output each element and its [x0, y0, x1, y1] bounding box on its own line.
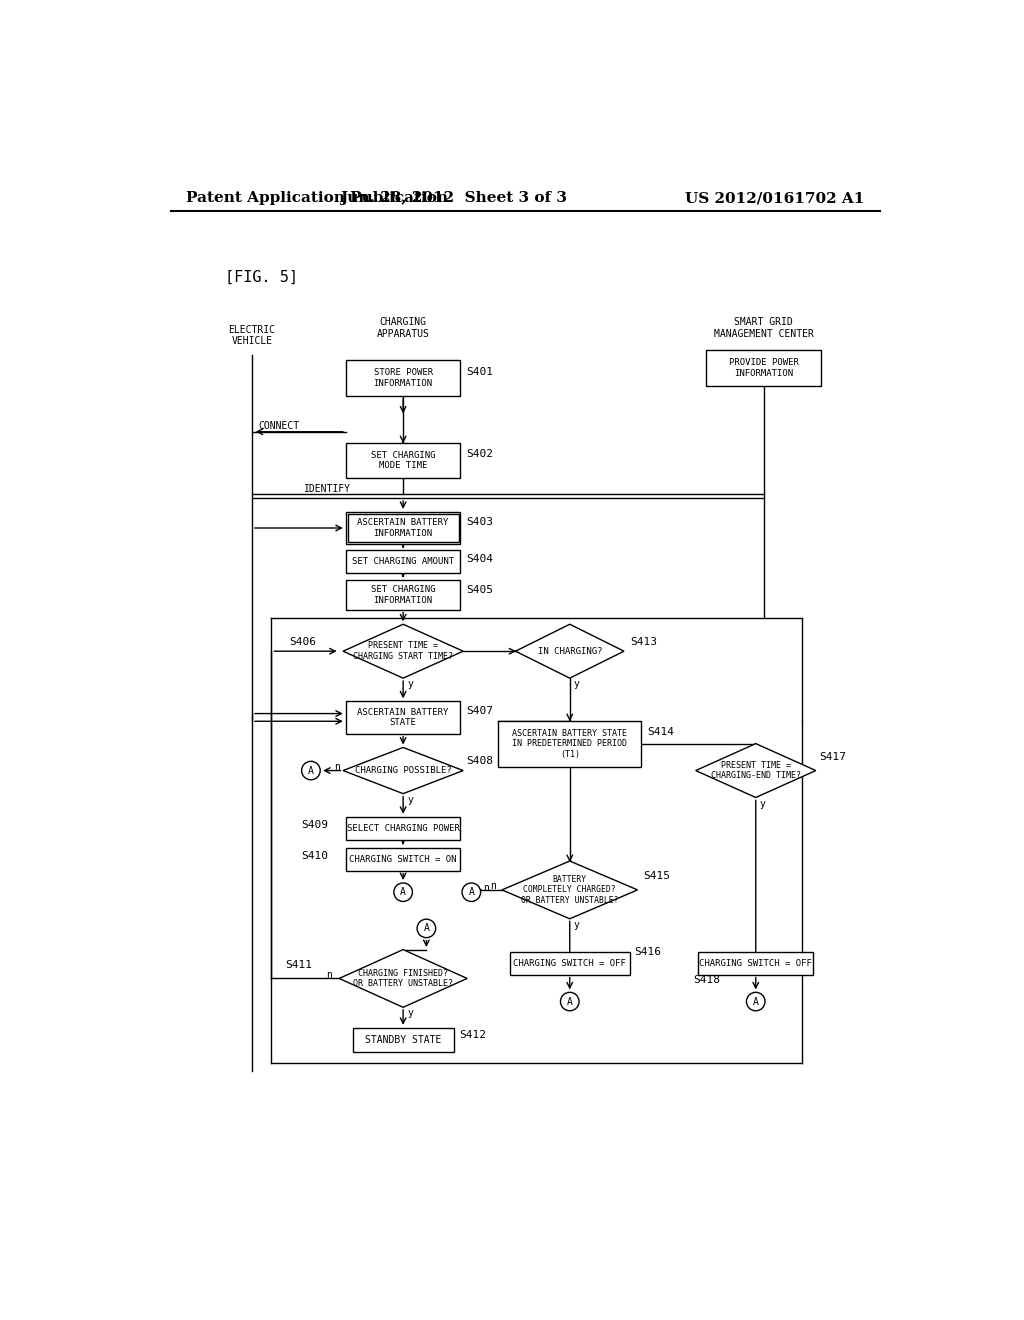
Text: BATTERY
COMPLETELY CHARGED?
OR BATTERY UNSTABLE?: BATTERY COMPLETELY CHARGED? OR BATTERY U… — [521, 875, 618, 904]
Text: STANDBY STATE: STANDBY STATE — [365, 1035, 441, 1045]
Text: STORE POWER
INFORMATION: STORE POWER INFORMATION — [374, 368, 433, 388]
Text: SET CHARGING
MODE TIME: SET CHARGING MODE TIME — [371, 450, 435, 470]
Text: A: A — [567, 997, 572, 1007]
Text: A: A — [468, 887, 474, 898]
Text: Patent Application Publication: Patent Application Publication — [186, 191, 449, 206]
Text: S410: S410 — [301, 851, 328, 861]
Bar — [346, 847, 461, 871]
Text: S413: S413 — [630, 638, 657, 647]
Text: US 2012/0161702 A1: US 2012/0161702 A1 — [685, 191, 864, 206]
Bar — [352, 1028, 454, 1052]
Text: S417: S417 — [819, 751, 846, 762]
Text: S411: S411 — [286, 960, 312, 970]
Text: CHARGING FINISHED?
OR BATTERY UNSTABLE?: CHARGING FINISHED? OR BATTERY UNSTABLE? — [353, 969, 454, 989]
Text: y: y — [407, 1008, 413, 1018]
Text: S401: S401 — [467, 367, 494, 376]
Text: n: n — [334, 762, 340, 772]
Bar — [346, 360, 461, 396]
Text: PROVIDE POWER
INFORMATION: PROVIDE POWER INFORMATION — [728, 358, 799, 378]
Text: S403: S403 — [467, 517, 494, 527]
Text: IN CHARGING?: IN CHARGING? — [538, 647, 602, 656]
Polygon shape — [343, 624, 463, 678]
Polygon shape — [502, 861, 638, 919]
Text: A: A — [753, 997, 759, 1007]
Text: n: n — [490, 880, 496, 891]
Polygon shape — [339, 949, 467, 1007]
Circle shape — [462, 883, 480, 902]
Text: A: A — [400, 887, 407, 898]
Text: S415: S415 — [643, 871, 671, 880]
Text: S407: S407 — [467, 706, 494, 717]
Text: S416: S416 — [634, 948, 662, 957]
Text: CONNECT: CONNECT — [258, 421, 299, 432]
Text: ASCERTAIN BATTERY STATE
IN PREDETERMINED PERIOD
(T1): ASCERTAIN BATTERY STATE IN PREDETERMINED… — [512, 729, 628, 759]
Text: A: A — [308, 766, 313, 776]
Bar — [707, 350, 821, 385]
Circle shape — [417, 919, 435, 937]
Bar — [348, 513, 459, 543]
Text: SELECT CHARGING POWER: SELECT CHARGING POWER — [347, 824, 460, 833]
Text: CHARGING SWITCH = OFF: CHARGING SWITCH = OFF — [699, 958, 812, 968]
Circle shape — [560, 993, 579, 1011]
Text: IDENTIFY: IDENTIFY — [304, 484, 350, 495]
Circle shape — [302, 762, 321, 780]
Bar — [346, 442, 461, 478]
Bar — [346, 550, 461, 573]
Text: n: n — [326, 970, 332, 979]
Text: ASCERTAIN BATTERY
INFORMATION: ASCERTAIN BATTERY INFORMATION — [357, 519, 449, 537]
Bar — [498, 721, 641, 767]
Bar — [346, 701, 461, 734]
Text: CHARGING SWITCH = OFF: CHARGING SWITCH = OFF — [513, 958, 627, 968]
Text: S408: S408 — [467, 756, 494, 767]
Bar — [346, 817, 461, 840]
Text: S406: S406 — [289, 638, 316, 647]
Bar — [510, 952, 630, 974]
Text: [FIG. 5]: [FIG. 5] — [225, 271, 298, 285]
Text: CHARGING SWITCH = ON: CHARGING SWITCH = ON — [349, 854, 457, 863]
Text: y: y — [760, 799, 766, 809]
Bar — [346, 581, 461, 610]
Bar — [346, 512, 461, 544]
Text: CHARGING POSSIBLE?: CHARGING POSSIBLE? — [354, 766, 452, 775]
Circle shape — [394, 883, 413, 902]
Bar — [698, 952, 813, 974]
Text: S412: S412 — [460, 1031, 486, 1040]
Text: ASCERTAIN BATTERY
STATE: ASCERTAIN BATTERY STATE — [357, 708, 449, 727]
Text: ELECTRIC
VEHICLE: ELECTRIC VEHICLE — [228, 325, 275, 346]
Text: CHARGING
APPARATUS: CHARGING APPARATUS — [377, 317, 429, 339]
Circle shape — [746, 993, 765, 1011]
Text: PRESENT TIME =
CHARGING-END TIME?: PRESENT TIME = CHARGING-END TIME? — [711, 760, 801, 780]
Text: y: y — [573, 680, 580, 689]
Text: S402: S402 — [467, 449, 494, 459]
Text: y: y — [407, 795, 413, 805]
Text: S405: S405 — [467, 585, 494, 595]
Text: Jun. 28, 2012  Sheet 3 of 3: Jun. 28, 2012 Sheet 3 of 3 — [340, 191, 567, 206]
Text: S409: S409 — [301, 820, 328, 830]
Text: y: y — [573, 920, 580, 929]
Text: n: n — [483, 883, 488, 894]
Polygon shape — [515, 624, 624, 678]
Text: S404: S404 — [467, 554, 494, 564]
Text: A: A — [424, 924, 429, 933]
Text: S414: S414 — [647, 727, 674, 737]
Text: y: y — [407, 680, 413, 689]
Text: SET CHARGING
INFORMATION: SET CHARGING INFORMATION — [371, 585, 435, 605]
Polygon shape — [343, 747, 463, 793]
Polygon shape — [695, 743, 816, 797]
Text: S418: S418 — [693, 975, 721, 985]
Text: PRESENT TIME =
CHARGING START TIME?: PRESENT TIME = CHARGING START TIME? — [353, 642, 454, 661]
Text: SET CHARGING AMOUNT: SET CHARGING AMOUNT — [352, 557, 455, 566]
Text: SMART GRID
MANAGEMENT CENTER: SMART GRID MANAGEMENT CENTER — [714, 317, 813, 339]
